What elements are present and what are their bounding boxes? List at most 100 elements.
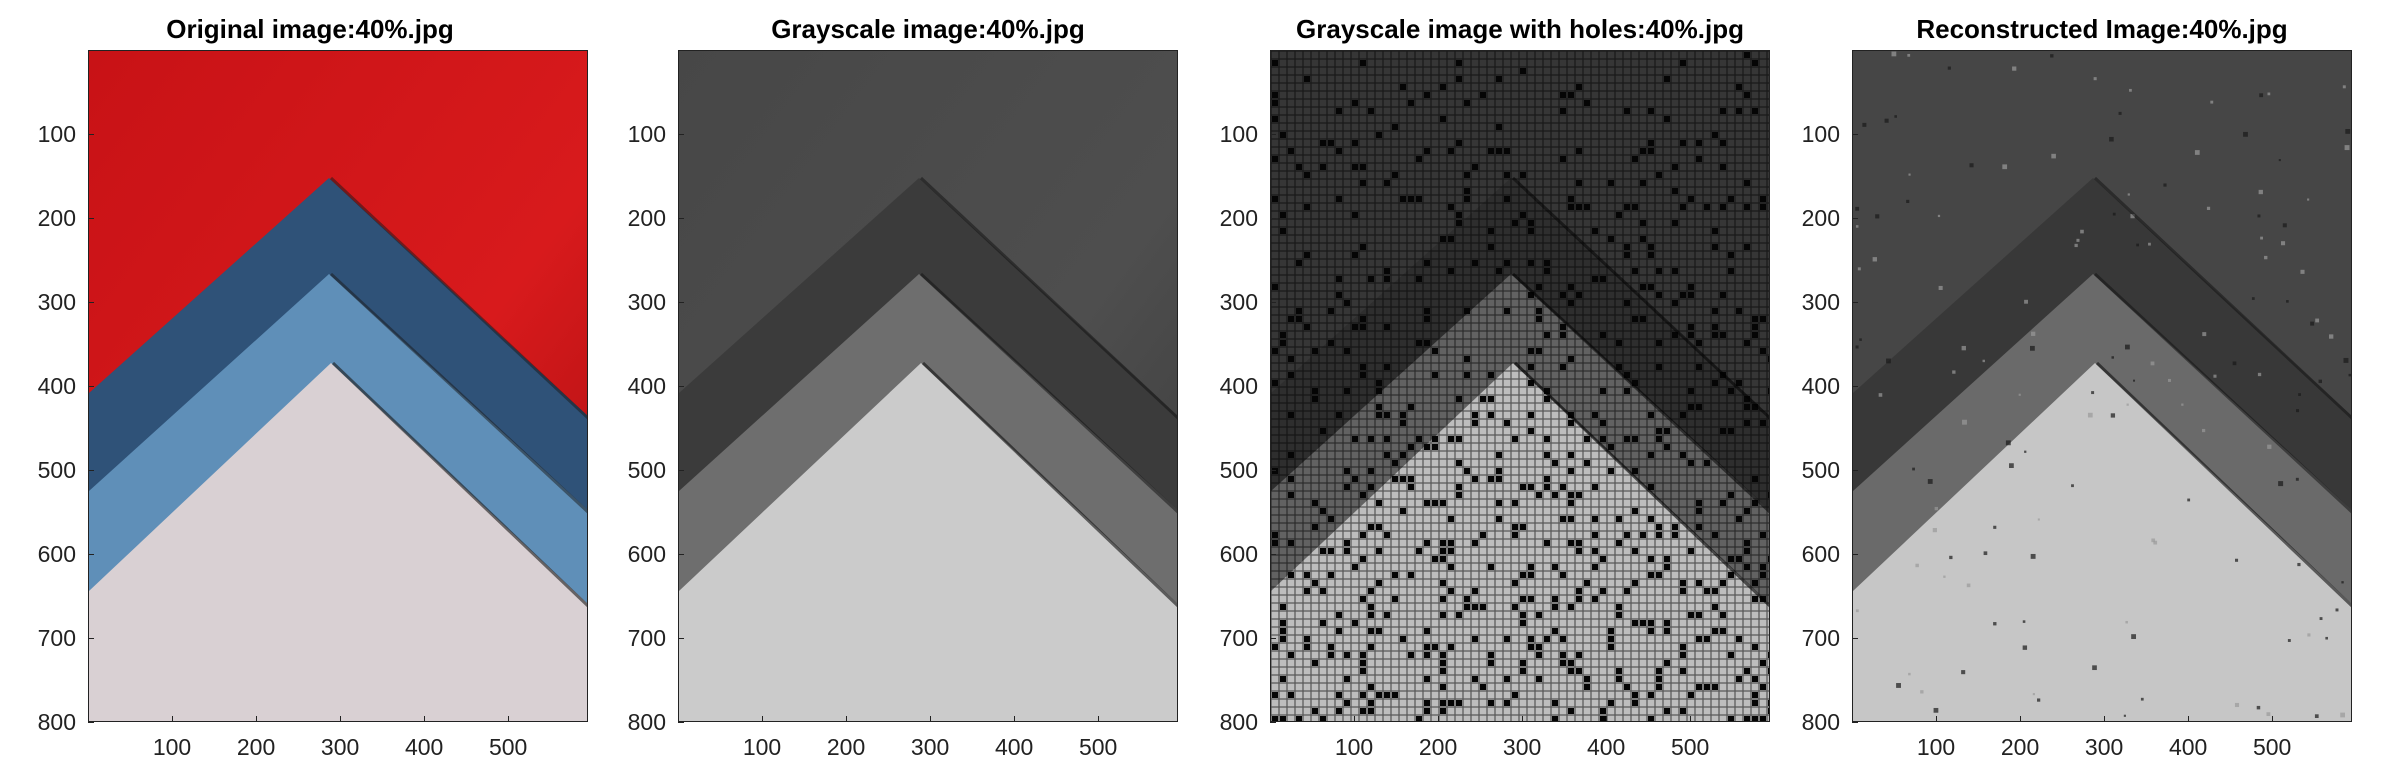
y-tick-mark [1852,722,1858,723]
reconstruction-speck [2125,344,2130,350]
reconstruction-speck [2110,413,2116,418]
y-tick-mark [1852,638,1858,639]
reconstruction-speck [1857,267,1861,271]
y-tick-label: 100 [627,121,666,147]
reconstruction-speck [2235,558,2239,562]
image-axes-original [88,50,588,722]
reconstruction-speck [1983,551,1988,556]
reconstruction-speck [1961,345,1966,351]
y-tick-mark [1270,134,1276,135]
reconstruction-speck [2127,193,2130,196]
reconstruction-speck [2259,93,2264,98]
y-tick-label: 700 [1219,625,1258,651]
reconstruction-speck [1875,214,1880,219]
reconstruction-speck [1993,525,1997,529]
reconstruction-speck [1862,122,1867,127]
x-tick-mark [1354,716,1356,722]
x-tick-label: 500 [2252,734,2292,760]
reconstruction-speck [2163,183,2167,187]
reconstruction-speck [2343,357,2349,363]
y-tick-label: 300 [37,289,76,315]
x-tick-label: 500 [1078,734,1118,760]
reconstruction-speck [2109,136,2114,142]
y-tick-mark [1270,302,1276,303]
reconstruction-speck [2335,608,2339,612]
y-tick-label: 300 [1219,289,1258,315]
reconstruction-speck [1908,672,1911,676]
reconstruction-speck [2256,705,2261,710]
reconstruction-speck [1947,66,1951,70]
x-tick-label: 300 [320,734,360,760]
reconstruction-speck [2031,331,2036,336]
reconstruction-speck [1859,338,1862,341]
y-tick-mark [678,470,684,471]
reconstruction-speck [2167,378,2171,382]
reconstruction-speck [1891,51,1897,57]
reconstruction-speck [2012,66,2017,71]
y-tick-mark [678,218,684,219]
reconstruction-speck [2329,334,2334,339]
reconstruction-speck [2295,477,2299,481]
panel-original: Original image:40%.jpg [30,0,590,784]
reconstruction-speck [2125,620,2128,624]
reconstruction-speck [1915,563,1919,568]
reconstruction-speck [1932,527,1937,533]
x-tick-label: 500 [488,734,528,760]
y-tick-label: 500 [1219,457,1258,483]
x-tick-label: 300 [1502,734,1542,760]
reconstruction-speck [2150,361,2155,366]
reconstruction-speck [2032,693,2035,696]
panel-title: Reconstructed Image:40%.jpg [1916,14,2288,44]
x-tick-label: 400 [404,734,444,760]
reconstruction-speck [2307,198,2310,201]
panel-title: Original image:40%.jpg [166,14,454,44]
x-tick-mark [2104,716,2106,722]
y-tick-mark [1270,470,1276,471]
reconstruction-speck [2123,714,2126,717]
x-tick-mark [1936,716,1938,722]
y-tick-mark [88,638,94,639]
reconstruction-speck [1938,285,1943,290]
x-tick-label: 500 [1670,734,1710,760]
y-tick-label: 800 [37,709,76,735]
reconstruction-speck [2257,214,2261,218]
y-tick-label: 200 [1801,205,1840,231]
y-tick-mark [1852,302,1858,303]
reconstruction-speck [2210,100,2214,104]
reconstruction-speck [2087,412,2093,418]
x-tick-label: 100 [152,734,192,760]
panel-title: Grayscale image with holes:40%.jpg [1296,14,1744,44]
y-tick-mark [1270,638,1276,639]
reconstruction-speck [1872,257,1877,262]
y-tick-label: 200 [37,205,76,231]
y-tick-label: 700 [37,625,76,651]
reconstruction-speck [1886,358,1891,364]
reconstruction-speck [2029,345,2035,351]
original-image [89,51,587,721]
y-tick-mark [1270,386,1276,387]
y-tick-mark [88,554,94,555]
y-tick-mark [678,134,684,135]
reconstruction-speck [1934,506,1939,511]
reconstruction-speck [2187,498,2191,502]
reconstruction-speck [2257,372,2262,377]
reconstruction-speck [1855,225,1859,228]
x-tick-label: 400 [1586,734,1626,760]
reconstruction-speck [2234,702,2240,708]
y-tick-mark [88,470,94,471]
reconstruction-speck [2092,665,2097,671]
reconstruction-speck [2297,562,2301,567]
reconstruction-speck [1962,419,1967,425]
reconstruction-speck [2314,714,2319,719]
reconstruction-speck [2093,77,2097,81]
reconstruction-speck [2340,712,2345,718]
reconstruction-speck [2264,255,2268,260]
reconstruction-speck [2140,697,2144,701]
reconstruction-speck [2345,129,2351,134]
x-tick-mark [1522,716,1524,722]
y-tick-mark [88,302,94,303]
reconstruction-speck [2050,54,2054,58]
reconstruction-speck [2151,538,2156,543]
y-tick-label: 500 [627,457,666,483]
